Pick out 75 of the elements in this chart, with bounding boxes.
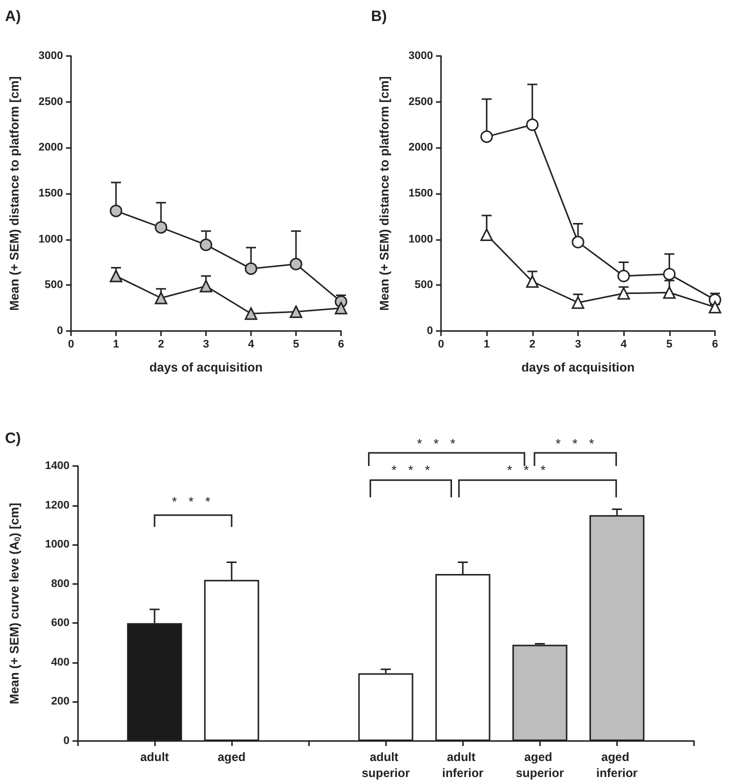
y-tick-label: 2000 (408, 142, 433, 154)
x-tick-label: 6 (712, 338, 718, 350)
point (200, 280, 212, 292)
annotation: * * * (172, 494, 214, 509)
x-tick-label: 5 (666, 338, 672, 350)
y-tick-label: 2500 (408, 96, 433, 108)
x-tick-label: 4 (248, 338, 255, 350)
point (526, 118, 539, 131)
annotation: * * * (392, 462, 434, 478)
x-axis-title: days of acquisition (149, 360, 263, 374)
y-tick-label: 800 (51, 578, 70, 590)
point (572, 236, 584, 248)
y-axis-title: Mean (+ SEM) distance to platform [cm] (8, 76, 22, 311)
point (617, 287, 630, 300)
y-tick-label: 500 (44, 279, 63, 292)
x-tick-label: 0 (438, 338, 444, 350)
point (290, 258, 302, 270)
point (526, 275, 539, 288)
y-tick-label: 3000 (38, 50, 63, 62)
annotation: * * * (507, 462, 550, 478)
y-tick-label: 1000 (408, 233, 433, 246)
x-tick-label: adult superior (362, 750, 410, 780)
x-tick-label: 3 (574, 338, 582, 350)
text: * * * (416, 436, 460, 452)
point (480, 130, 493, 143)
point (244, 307, 258, 320)
point (617, 270, 630, 282)
y-tick-label: 600 (51, 617, 70, 630)
y-tick-label: 0 (56, 325, 63, 337)
text: * * * (556, 436, 598, 452)
chart-title: C) (5, 430, 21, 447)
point (200, 238, 212, 252)
y-tick-label: 0 (63, 735, 70, 747)
y-tick-label: 500 (414, 279, 433, 292)
y-axis-title: Mean (+ SEM) curve leve (A0) [cm] (8, 502, 22, 704)
point (154, 292, 168, 304)
y-tick-label: 200 (51, 696, 70, 708)
x-tick-label: 1 (484, 338, 490, 350)
x-tick-label: aged (218, 750, 246, 764)
y-tick-label: 2500 (38, 96, 63, 108)
point (290, 306, 302, 318)
x-tick-label: 1 (112, 338, 120, 350)
x-tick-label: 5 (292, 338, 300, 350)
x-tick-label: 4 (620, 338, 628, 350)
y-tick-label: 1500 (408, 188, 433, 200)
y-tick-label: 3000 (408, 50, 433, 62)
chart-title: A) (5, 8, 21, 25)
point (663, 286, 676, 299)
x-tick-label: 3 (202, 338, 210, 350)
x-axis-title: days of acquisition (521, 360, 635, 374)
point (154, 221, 168, 234)
x-tick-label: aged superior (516, 750, 564, 780)
y-tick-label: 0 (426, 325, 433, 337)
point (244, 262, 258, 275)
y-tick-label: 1000 (38, 233, 63, 246)
point (572, 296, 584, 309)
y-tick-label: 400 (51, 656, 70, 668)
y-tick-label: 1500 (38, 188, 63, 200)
y-tick-label: 2000 (38, 142, 63, 154)
x-tick-label: 2 (529, 338, 536, 350)
x-tick-label: adult inferior (442, 750, 484, 780)
y-tick-label: 1400 (45, 460, 70, 472)
point (663, 268, 676, 280)
x-tick-label: aged inferior (596, 750, 638, 780)
y-tick-label: 1000 (45, 538, 70, 551)
x-tick-label: 2 (158, 338, 164, 350)
point (480, 228, 493, 241)
chart-title: B) (371, 8, 387, 25)
x-tick-label: 6 (338, 338, 344, 350)
y-tick-label: 1200 (45, 499, 70, 512)
x-tick-label: adult (140, 750, 169, 764)
point (110, 204, 122, 218)
point (334, 302, 348, 314)
y-axis-title: Mean (+ SEM) distance to platform [cm] (378, 76, 392, 311)
point (708, 300, 722, 314)
